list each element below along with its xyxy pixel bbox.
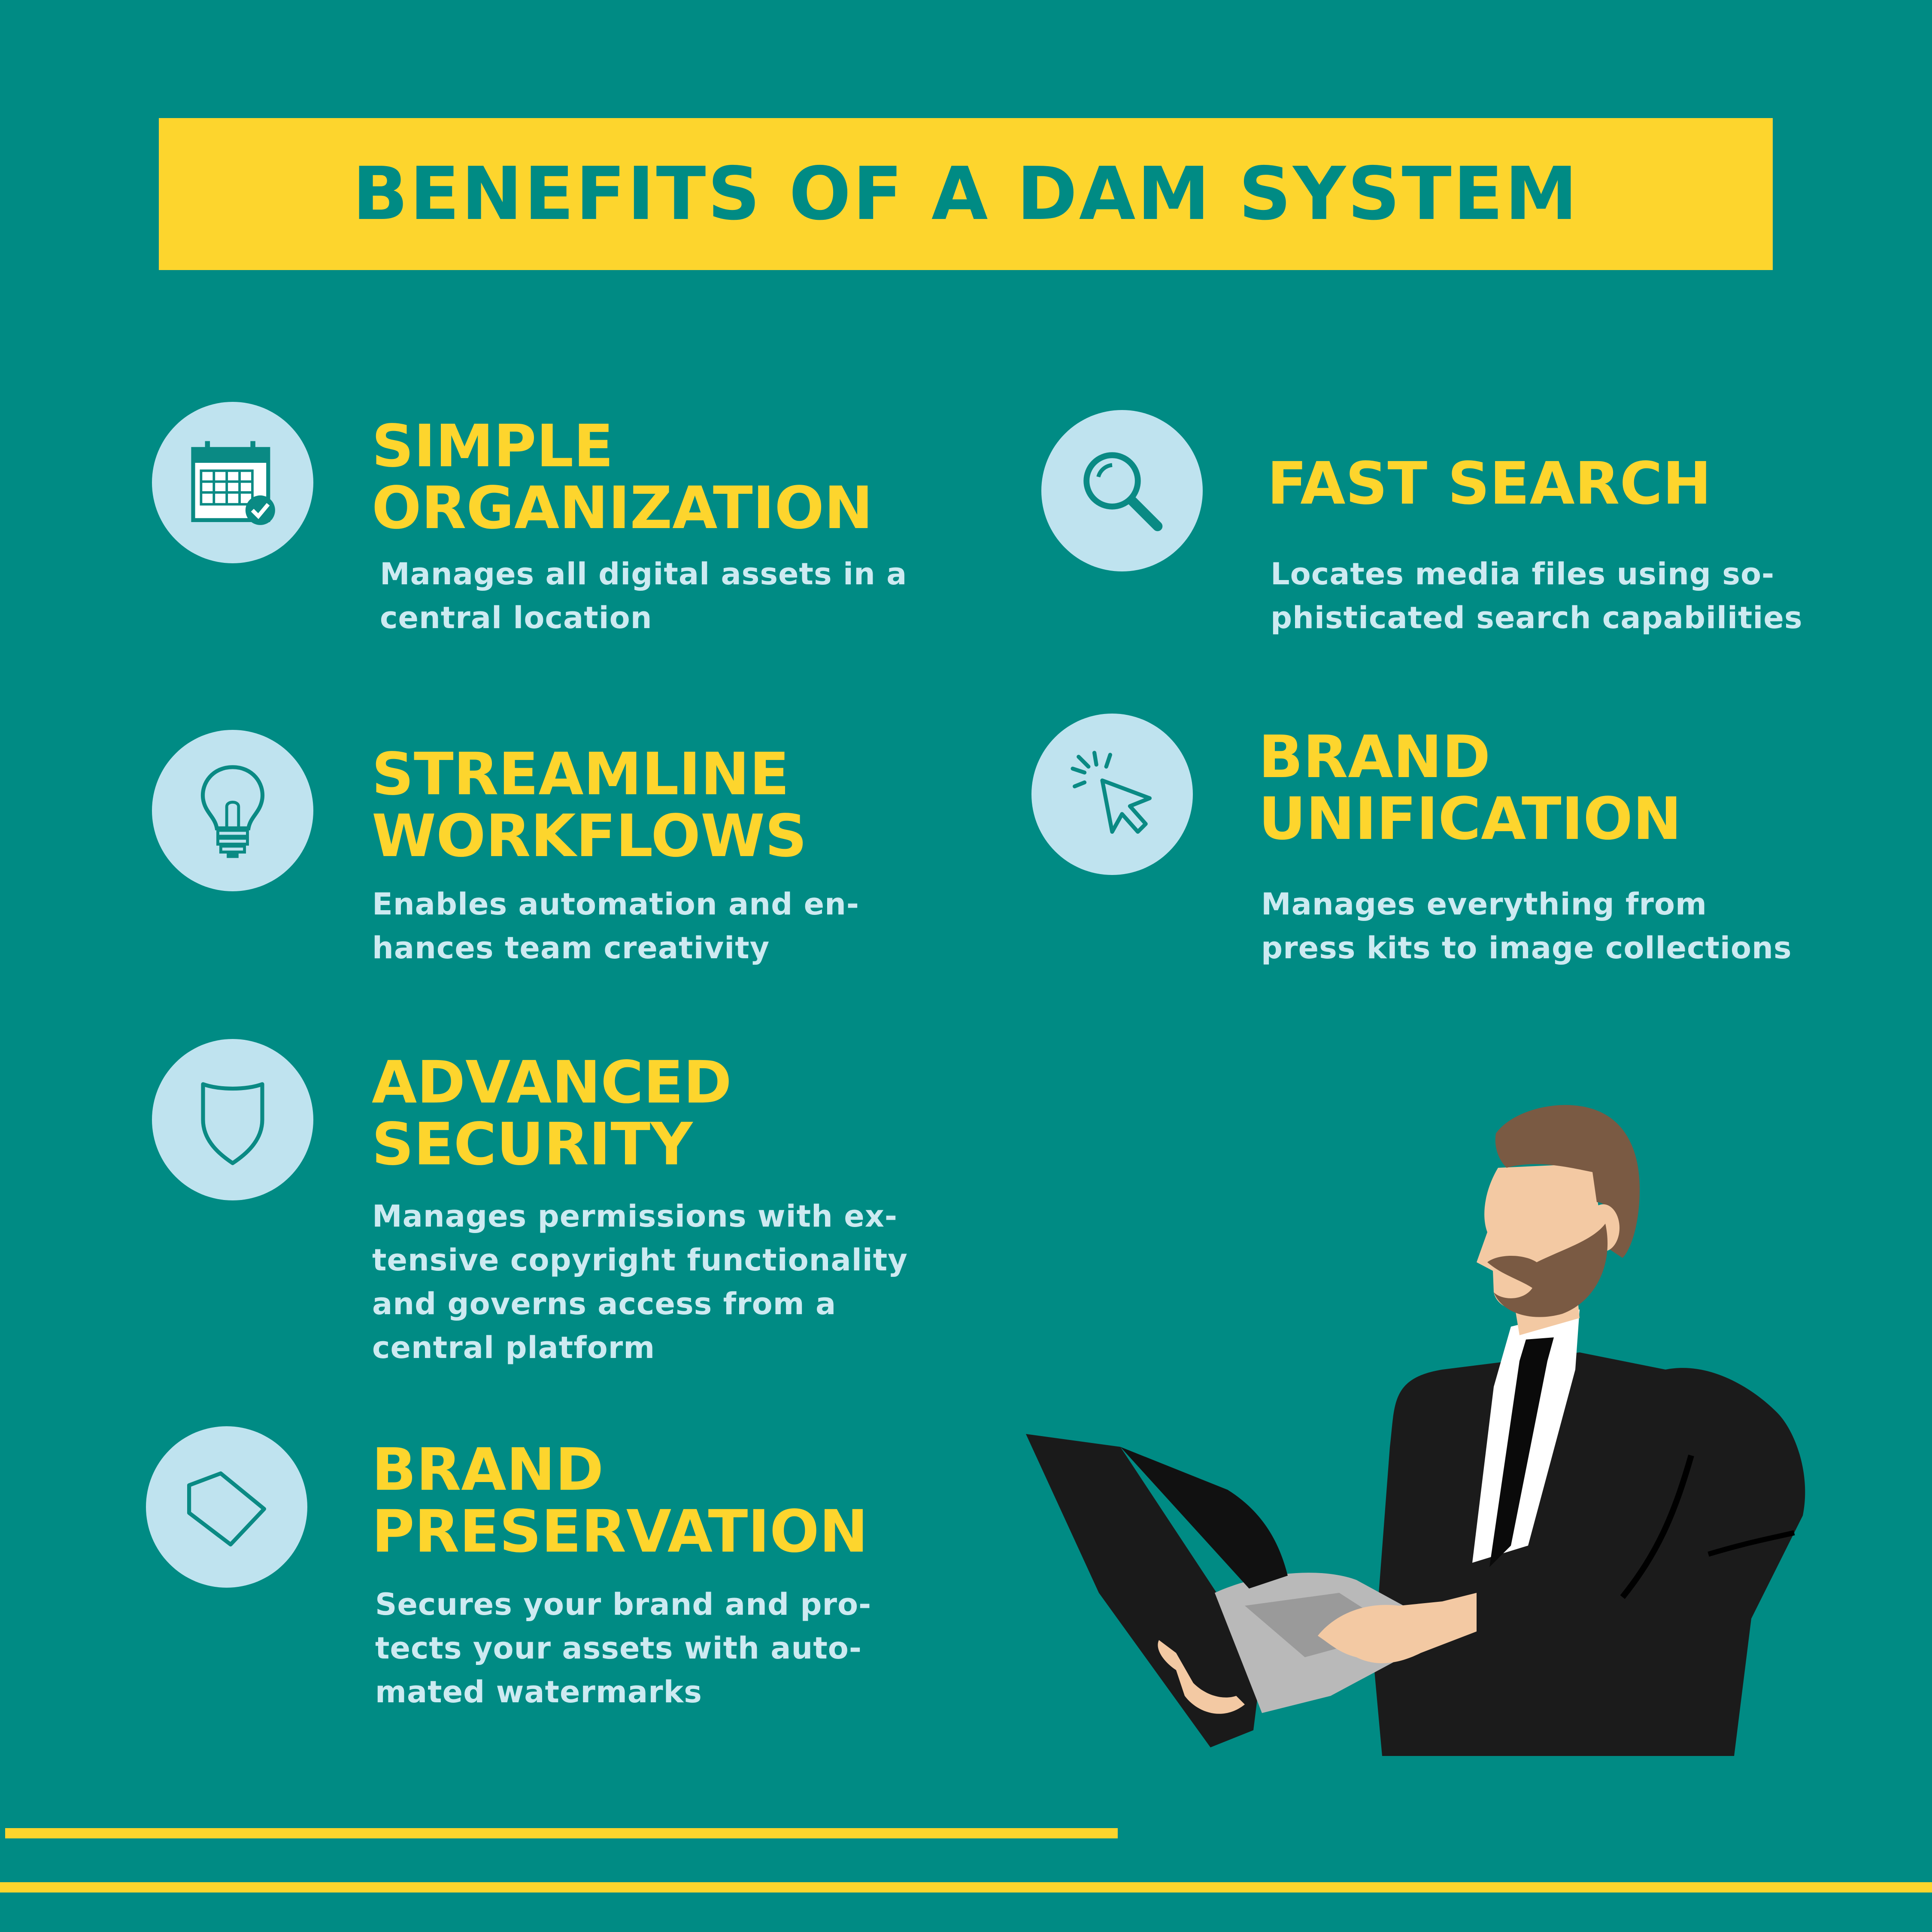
businessman-laptop-illustration bbox=[1026, 1105, 1805, 1756]
suit-fold-line bbox=[1620, 1455, 1694, 1599]
tag-icon-circle bbox=[146, 1426, 307, 1588]
bottom-accent-line-full bbox=[0, 1882, 1932, 1893]
bottom-accent-line-short bbox=[5, 1828, 1118, 1838]
benefit-title-streamline-workflows: STREAMLINE WORKFLOWS bbox=[372, 741, 807, 870]
hair bbox=[1495, 1105, 1640, 1258]
cursor-click-icon-circle bbox=[1031, 714, 1193, 875]
benefit-title-simple-organization: SIMPLE ORGANIZATION bbox=[372, 413, 873, 542]
lightbulb-icon-circle bbox=[152, 730, 313, 891]
laptop-lid-edge bbox=[1120, 1447, 1288, 1589]
suit-body bbox=[1374, 1352, 1805, 1756]
cursor-click-icon bbox=[1071, 750, 1152, 834]
shield-icon bbox=[201, 1082, 264, 1165]
page-title: BENEFITS OF A DAM SYSTEM bbox=[352, 152, 1579, 237]
beard bbox=[1487, 1224, 1608, 1317]
benefit-desc-simple-organization: Manages all digital assets in a central … bbox=[380, 556, 907, 635]
benefit-desc-advanced-security: Manages permissions with ex- tensive cop… bbox=[372, 1199, 908, 1365]
magnifier-icon bbox=[1083, 452, 1163, 532]
benefit-desc-fast-search: Locates media files using so- phisticate… bbox=[1271, 556, 1803, 635]
tag-icon bbox=[187, 1471, 266, 1546]
lightbulb-icon bbox=[200, 765, 265, 858]
calendar-icon-circle bbox=[152, 402, 313, 563]
left-hand bbox=[1158, 1640, 1245, 1714]
suit-fold-line-2 bbox=[1708, 1530, 1795, 1557]
right-hand bbox=[1318, 1593, 1477, 1663]
calendar-icon bbox=[191, 441, 275, 525]
benefit-title-brand-preservation: BRAND PRESERVATION bbox=[372, 1436, 868, 1566]
benefit-title-advanced-security: ADVANCED SECURITY bbox=[372, 1049, 732, 1179]
benefit-title-brand-unification: BRAND UNIFICATION bbox=[1259, 723, 1682, 853]
benefit-desc-streamline-workflows: Enables automation and en- hances team c… bbox=[372, 887, 859, 966]
benefit-desc-brand-preservation: Secures your brand and pro- tects your a… bbox=[375, 1587, 872, 1710]
laptop-screen bbox=[1026, 1434, 1262, 1747]
magnifier-icon-circle bbox=[1041, 410, 1203, 571]
benefit-desc-brand-unification: Manages everything from press kits to im… bbox=[1261, 887, 1792, 966]
necktie bbox=[1489, 1337, 1554, 1567]
shield-icon-circle bbox=[152, 1039, 313, 1200]
benefit-title-fast-search: FAST SEARCH bbox=[1267, 450, 1712, 518]
title-banner: BENEFITS OF A DAM SYSTEM bbox=[159, 118, 1773, 270]
